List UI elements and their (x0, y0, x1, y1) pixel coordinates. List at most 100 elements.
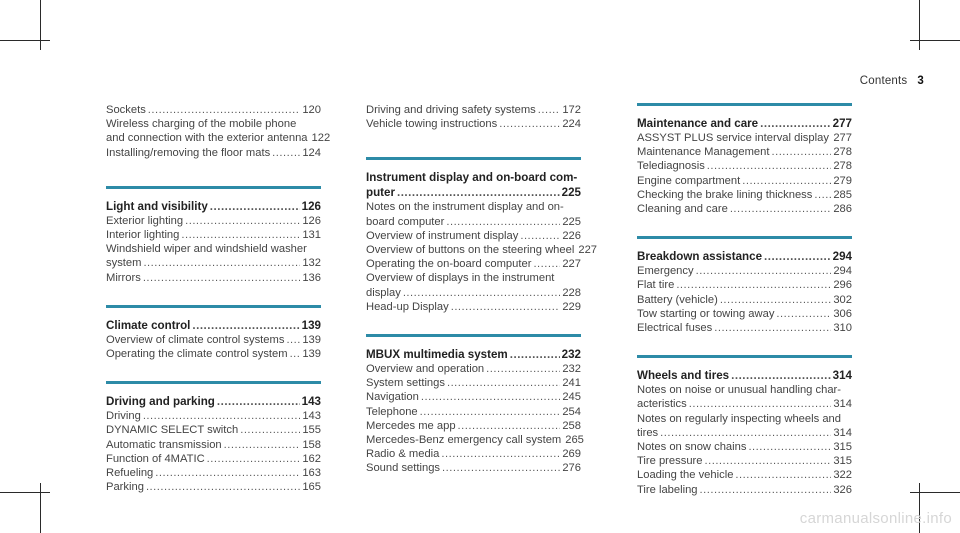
leader-dots (735, 468, 831, 482)
toc-entry[interactable]: Engine compartment 279 (637, 174, 852, 188)
toc-entry-page: 224 (562, 118, 581, 131)
toc-entry-label: Interior lighting (106, 229, 180, 242)
toc-entry[interactable]: Overview of buttons on the steering whee… (366, 243, 597, 257)
leader-dots (192, 318, 299, 333)
toc-entry[interactable]: system 132 (106, 256, 321, 270)
leader-dots (705, 454, 832, 468)
toc-entry[interactable]: Loading the vehicle 322 (637, 468, 852, 482)
toc-entry-page: 132 (302, 257, 321, 270)
leader-dots (146, 480, 300, 494)
toc-entry[interactable]: Mercedes me app 258 (366, 419, 581, 433)
toc-entry[interactable]: Maintenance Management 278 (637, 145, 852, 159)
toc-entry[interactable]: display 228 (366, 286, 581, 300)
leader-dots (814, 188, 831, 202)
toc-entry[interactable]: Overview of instrument display 226 (366, 229, 581, 243)
toc-entry[interactable]: acteristics 314 (637, 397, 852, 411)
leader-dots (707, 159, 832, 173)
toc-entry-label: Electrical fuses (637, 322, 713, 335)
toc-entry[interactable]: Overview of climate control systems 139 (106, 333, 321, 347)
toc-entry[interactable]: Flat tire 296 (637, 278, 852, 292)
toc-entry[interactable]: Exterior lighting 126 (106, 214, 321, 228)
toc-entry[interactable]: Mercedes-Benz emergency call system 265 (366, 433, 584, 447)
toc-entry[interactable]: Driving and driving safety systems 172 (366, 103, 581, 117)
toc-entry[interactable]: Navigation 245 (366, 390, 581, 404)
toc-entry[interactable]: Installing/removing the floor mats 124 (106, 146, 321, 160)
toc-entry-line: Overview of displays in the instrument (366, 272, 555, 285)
toc-entry-label: Overview of climate control systems (106, 333, 285, 346)
toc-section: Driving and parking143Driving143DYNAMIC … (106, 381, 321, 494)
toc-entry[interactable]: Tow starting or towing away 306 (637, 307, 852, 321)
toc-entry[interactable]: Battery (vehicle) 302 (637, 293, 852, 307)
leader-dots (155, 466, 300, 480)
section-heading-label: Driving and parking (106, 395, 215, 409)
toc-entry[interactable]: Sound settings 276 (366, 461, 581, 475)
toc-entry[interactable]: Automatic transmission 158 (106, 438, 321, 452)
toc-entry[interactable]: Emergency 294 (637, 264, 852, 278)
toc-entry-label: Installing/removing the floor mats (106, 146, 271, 159)
toc-entry[interactable]: Operating the on-board computer 227 (366, 257, 581, 271)
toc-entry-label: Radio & media (366, 448, 440, 461)
toc-entry[interactable]: Interior lighting 131 (106, 228, 321, 242)
toc-entry[interactable]: Radio & media 269 (366, 447, 581, 461)
toc-entry[interactable]: Parking 165 (106, 480, 321, 494)
toc-entry[interactable]: Telediagnosis 278 (637, 159, 852, 173)
toc-entry[interactable]: Electrical fuses 310 (637, 321, 852, 335)
toc-entry[interactable]: Notes on snow chains 315 (637, 440, 852, 454)
toc-entry-page: 314 (833, 398, 852, 411)
toc-entry-label: DYNAMIC SELECT switch (106, 424, 239, 437)
toc-entry[interactable]: ASSYST PLUS service interval display 277 (637, 131, 852, 145)
leader-dots (730, 202, 832, 216)
toc-entry-page: 120 (302, 104, 321, 116)
section-heading-page: 314 (832, 369, 852, 383)
toc-entry-label: display (366, 286, 401, 299)
toc-entry[interactable]: System settings 241 (366, 376, 581, 390)
toc-entry-page: 276 (562, 462, 581, 475)
toc-entry[interactable]: Sockets 120 (106, 103, 321, 117)
toc-entry-label: Emergency (637, 265, 694, 278)
leader-dots (143, 271, 301, 285)
toc-entry-label: ASSYST PLUS service interval display (637, 132, 829, 144)
leader-dots (210, 199, 300, 214)
toc-section: Maintenance and care277ASSYST PLUS servi… (637, 103, 852, 216)
toc-entry-label: Maintenance Management (637, 146, 770, 159)
toc-entry-page: 322 (833, 469, 852, 482)
toc-entry[interactable]: DYNAMIC SELECT switch 155 (106, 423, 321, 437)
toc-entry-label: acteristics (637, 398, 687, 411)
section-heading: Driving and parking 143 (106, 394, 321, 409)
section-accent-bar (637, 103, 852, 106)
toc-entry[interactable]: Driving 143 (106, 409, 321, 423)
toc-entry[interactable]: Tire pressure 315 (637, 454, 852, 468)
toc-entry[interactable]: Overview and operation 232 (366, 362, 581, 376)
toc-entry[interactable]: board computer 225 (366, 215, 581, 229)
toc-entry[interactable]: Cleaning and care 286 (637, 202, 852, 216)
leader-dots (181, 228, 300, 242)
toc-entry[interactable]: Tire labeling 326 (637, 483, 852, 497)
toc-column-1: Sockets 120 Wireless charging of the mobil… (106, 103, 330, 514)
toc-entry[interactable]: Function of 4MATIC 162 (106, 452, 321, 466)
toc-entry-page: 326 (833, 483, 852, 496)
toc-entry-page: 265 (565, 434, 584, 447)
leader-dots (660, 426, 831, 440)
toc-entry[interactable]: Checking the brake lining thickness 285 (637, 188, 852, 202)
toc-entry-page: 315 (833, 441, 852, 454)
toc-entry[interactable]: Operating the climate control system 139 (106, 347, 321, 361)
leader-dots (700, 483, 832, 497)
leader-dots (207, 452, 301, 466)
section-accent-bar (366, 157, 581, 161)
toc-entry-label: Vehicle towing instructions (366, 118, 498, 131)
toc-entry[interactable]: Telephone 254 (366, 405, 581, 419)
toc-entry-label: Tire labeling (637, 483, 698, 496)
toc-entry-page: 124 (302, 146, 321, 159)
toc-entry[interactable]: tires 314 (637, 426, 852, 440)
toc-section: MBUX multimedia system232Overview and op… (366, 334, 584, 476)
crop-mark (919, 483, 920, 533)
toc-entry-page: 278 (833, 160, 852, 173)
toc-entry-page: 126 (302, 214, 321, 227)
page-number: 3 (917, 75, 924, 87)
toc-entry-page: 225 (562, 215, 581, 228)
toc-entry[interactable]: Head-up Display 229 (366, 300, 581, 314)
toc-entry[interactable]: Mirrors 136 (106, 271, 321, 285)
toc-entry[interactable]: Vehicle towing instructions 224 (366, 117, 581, 131)
toc-entry[interactable]: and connection with the exterior antenna… (106, 131, 330, 145)
toc-entry[interactable]: Refueling 163 (106, 466, 321, 480)
